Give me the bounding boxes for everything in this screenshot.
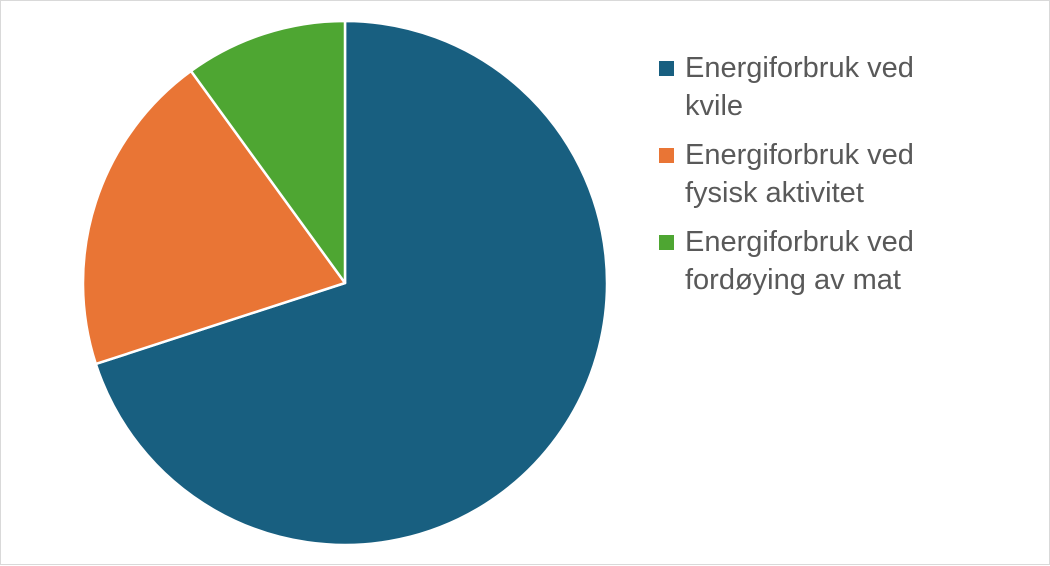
pie-slice-1 (81, 69, 347, 366)
chart-legend: Energiforbruk ved kvile Energiforbruk ve… (659, 49, 1029, 310)
legend-swatch-kvile (659, 61, 674, 76)
legend-label-fordoying: Energiforbruk ved fordøying av mat (685, 226, 914, 296)
legend-swatch-fordoying (659, 235, 674, 250)
legend-label-fysisk-aktivitet: Energiforbruk ved fysisk aktivitet (685, 139, 914, 209)
legend-swatch-fysisk-aktivitet (659, 148, 674, 163)
pie-slices (81, 19, 609, 547)
pie-slice-2 (189, 19, 347, 285)
legend-label-kvile: Energiforbruk ved kvile (685, 52, 914, 122)
legend-item-kvile: Energiforbruk ved kvile (659, 49, 1029, 125)
legend-item-fordoying: Energiforbruk ved fordøying av mat (659, 223, 1029, 299)
legend-item-fysisk-aktivitet: Energiforbruk ved fysisk aktivitet (659, 136, 1029, 212)
pie-slice-0 (94, 19, 609, 547)
